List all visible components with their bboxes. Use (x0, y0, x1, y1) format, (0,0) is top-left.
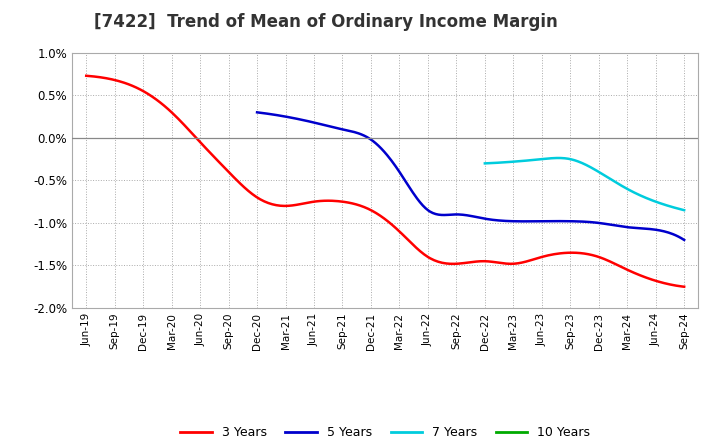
7 Years (680, 208, 688, 213)
5 Years (514, 219, 523, 224)
3 Years (586, 252, 595, 257)
7 Years (481, 161, 490, 166)
7 Years (600, 172, 608, 178)
3 Years (438, 260, 446, 265)
Line: 7 Years: 7 Years (485, 158, 684, 210)
3 Years (624, 268, 632, 273)
3 Years (436, 260, 444, 265)
Line: 5 Years: 5 Years (257, 112, 684, 240)
7 Years (649, 198, 658, 204)
5 Years (640, 226, 649, 231)
7 Years (662, 202, 670, 208)
3 Years (680, 284, 688, 290)
5 Years (254, 110, 263, 115)
5 Years (613, 223, 621, 228)
5 Years (680, 237, 688, 242)
Line: 3 Years: 3 Years (86, 76, 684, 287)
7 Years (599, 172, 608, 177)
5 Years (253, 110, 261, 115)
3 Years (448, 261, 456, 267)
5 Years (505, 219, 514, 224)
Text: [7422]  Trend of Mean of Ordinary Income Margin: [7422] Trend of Mean of Ordinary Income … (94, 13, 557, 31)
3 Years (84, 73, 93, 79)
7 Years (554, 155, 562, 161)
3 Years (82, 73, 91, 78)
Legend: 3 Years, 5 Years, 7 Years, 10 Years: 3 Years, 5 Years, 7 Years, 10 Years (176, 422, 595, 440)
7 Years (480, 161, 489, 166)
5 Years (507, 219, 516, 224)
7 Years (603, 175, 612, 180)
